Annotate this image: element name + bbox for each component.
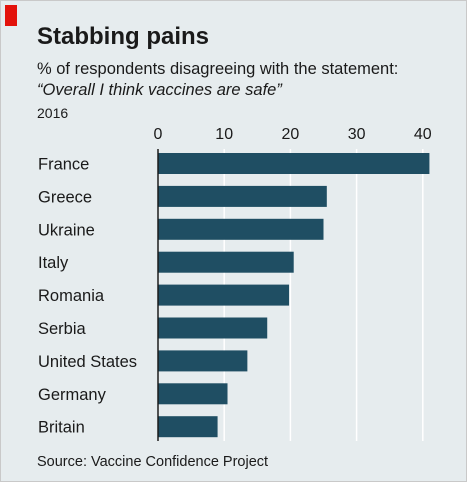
chart-subtitle: % of respondents disagreeing with the st… [37,60,399,78]
category-label-serbia: Serbia [38,320,87,338]
category-label-united-states: United States [38,353,137,371]
bar-united-states [158,350,248,372]
x-tick-label-30: 30 [348,126,366,143]
x-tick-label-10: 10 [215,126,233,143]
bar-romania [158,284,290,306]
category-label-greece: Greece [38,188,92,206]
bar-france [158,153,430,174]
bar-britain [158,416,218,438]
x-tick-label-0: 0 [154,126,163,143]
brand-tag [5,5,17,26]
bar-ukraine [158,218,324,240]
bar-germany [158,383,228,405]
chart-source: Source: Vaccine Confidence Project [37,454,269,470]
category-label-france: France [38,156,89,174]
bar-greece [158,185,327,207]
category-label-italy: Italy [38,254,69,272]
category-label-britain: Britain [38,419,85,437]
chart-subtitle-quote: “Overall I think vaccines are safe” [37,81,282,99]
category-label-germany: Germany [38,386,107,404]
category-label-romania: Romania [38,287,105,305]
x-tick-label-20: 20 [282,126,300,143]
bar-serbia [158,317,268,339]
chart-note-year: 2016 [37,105,69,121]
category-label-ukraine: Ukraine [38,221,95,239]
x-tick-label-40: 40 [414,126,432,143]
bar-italy [158,251,294,273]
chart-title: Stabbing pains [37,23,210,50]
